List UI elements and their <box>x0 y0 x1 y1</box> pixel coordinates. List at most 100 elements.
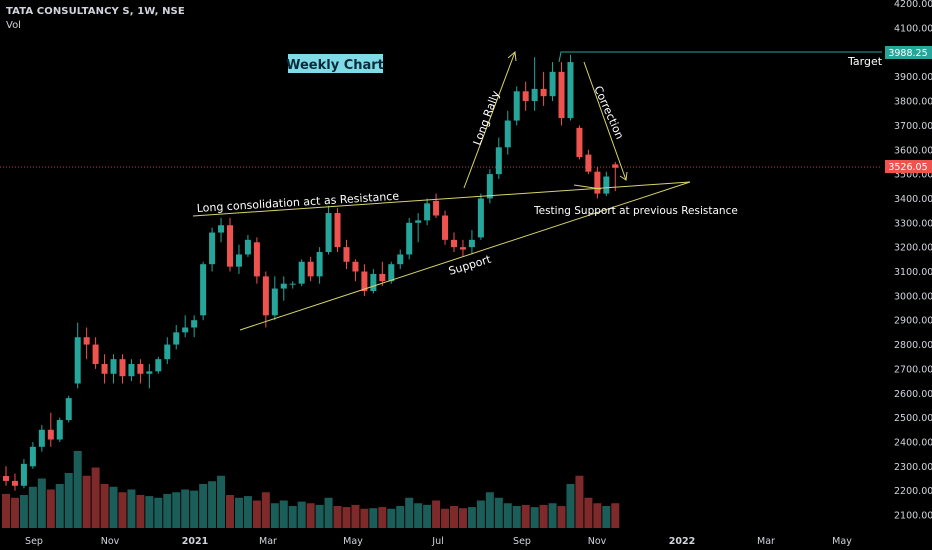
candle <box>379 261 386 287</box>
candle <box>603 171 610 197</box>
x-tick-label: Sep <box>513 536 531 547</box>
candle <box>110 354 117 384</box>
correction-arrow-head <box>619 171 628 181</box>
resistance-line <box>192 181 691 217</box>
volume-bar <box>2 493 10 528</box>
volume-bar <box>611 503 620 528</box>
volume-bar <box>414 503 423 528</box>
volume-bar <box>593 503 602 528</box>
chart-title: TATA CONSULTANCY S, 1W, NSE <box>6 6 185 17</box>
candle <box>227 217 233 272</box>
price-tag-target: 3988.25 <box>885 46 932 59</box>
candle <box>567 54 574 121</box>
correction-arrow-line <box>583 61 627 181</box>
candlesticks <box>3 54 619 491</box>
volume-bar <box>82 475 91 528</box>
candle <box>540 71 547 106</box>
candle <box>83 327 90 360</box>
candle <box>56 417 63 442</box>
candle <box>65 395 72 423</box>
candle <box>424 198 431 226</box>
support-line <box>239 181 691 331</box>
target-line <box>558 51 882 63</box>
volume-bar <box>315 504 324 528</box>
volume-bar <box>136 495 145 528</box>
volume-bar <box>208 481 217 528</box>
candle <box>20 458 27 489</box>
volume-bar <box>270 503 279 528</box>
volume-bar <box>199 484 208 528</box>
volume-bar <box>181 489 190 528</box>
y-tick-label: 2800.00 <box>894 340 932 351</box>
x-tick-label: Mar <box>757 536 775 547</box>
rally-arrow-line <box>463 51 516 189</box>
candle <box>298 259 305 287</box>
candle <box>495 137 502 179</box>
candle <box>486 169 493 204</box>
x-tick-label: 2022 <box>669 536 695 547</box>
candle <box>218 217 225 243</box>
volume-bar <box>485 492 494 528</box>
x-tick-label: Jul <box>431 536 443 547</box>
volume-bar <box>360 508 369 528</box>
x-axis[interactable]: Sep Nov 2021 Mar May Jul Sep Nov 2022 Mar May <box>25 536 852 547</box>
candle <box>442 210 449 245</box>
candle <box>513 86 520 126</box>
volume-bars <box>2 451 620 528</box>
y-tick-label: 2300.00 <box>894 462 932 473</box>
y-tick-label: 2200.00 <box>894 486 932 497</box>
support-test-arrow <box>573 184 602 190</box>
svg-text:3988.25: 3988.25 <box>888 48 927 59</box>
volume-bar <box>432 500 441 528</box>
x-tick-label: May <box>343 536 363 547</box>
volume-bar <box>297 501 306 528</box>
candle <box>361 264 368 296</box>
volume-bar <box>378 507 387 528</box>
volume-bar <box>217 475 226 528</box>
candle <box>191 315 198 338</box>
volume-bar <box>369 508 378 528</box>
volume-bar <box>351 504 360 528</box>
y-axis[interactable]: 2100.00 2200.00 2300.00 2400.00 2500.00 2600.… <box>894 0 932 522</box>
price-tag-last: 3526.05 <box>885 160 932 173</box>
candle <box>343 239 350 270</box>
candle <box>209 227 216 272</box>
volume-bar <box>127 489 136 528</box>
candle <box>146 364 153 389</box>
candle <box>128 359 135 382</box>
y-tick-label: 2600.00 <box>894 389 932 400</box>
volume-bar <box>557 506 566 528</box>
support-test-label: Testing Support at previous Resistance <box>533 205 738 217</box>
candle <box>558 62 565 126</box>
volume-bar <box>512 506 521 528</box>
volume-bar <box>450 506 458 528</box>
candle <box>137 359 144 384</box>
volume-bar <box>539 504 548 528</box>
candle <box>74 322 81 389</box>
candle <box>307 256 314 282</box>
volume-bar <box>226 495 234 528</box>
candle <box>280 276 287 301</box>
volume-bar <box>163 493 172 528</box>
long-rally-label: Long Rally <box>471 89 503 147</box>
x-tick-label: Mar <box>259 536 277 547</box>
volume-bar <box>10 497 19 528</box>
candle <box>549 62 556 102</box>
candle <box>11 473 18 491</box>
y-tick-label: 3000.00 <box>894 291 932 302</box>
volume-label: Vol <box>6 20 21 31</box>
volume-bar <box>288 506 297 528</box>
candle <box>271 276 278 321</box>
annotations: Weekly Chart Target Long Rally Correctio… <box>196 54 883 278</box>
candle <box>433 193 440 218</box>
y-tick-label: 4200.00 <box>894 0 932 10</box>
y-tick-label: 4100.00 <box>894 24 932 35</box>
volume-bar <box>154 497 163 528</box>
candle <box>289 281 296 289</box>
volume-bar <box>100 484 109 528</box>
volume-bar <box>109 486 118 528</box>
y-tick-label: 2900.00 <box>894 316 932 327</box>
y-tick-label: 3300.00 <box>894 218 932 229</box>
volume-bar <box>503 503 512 528</box>
